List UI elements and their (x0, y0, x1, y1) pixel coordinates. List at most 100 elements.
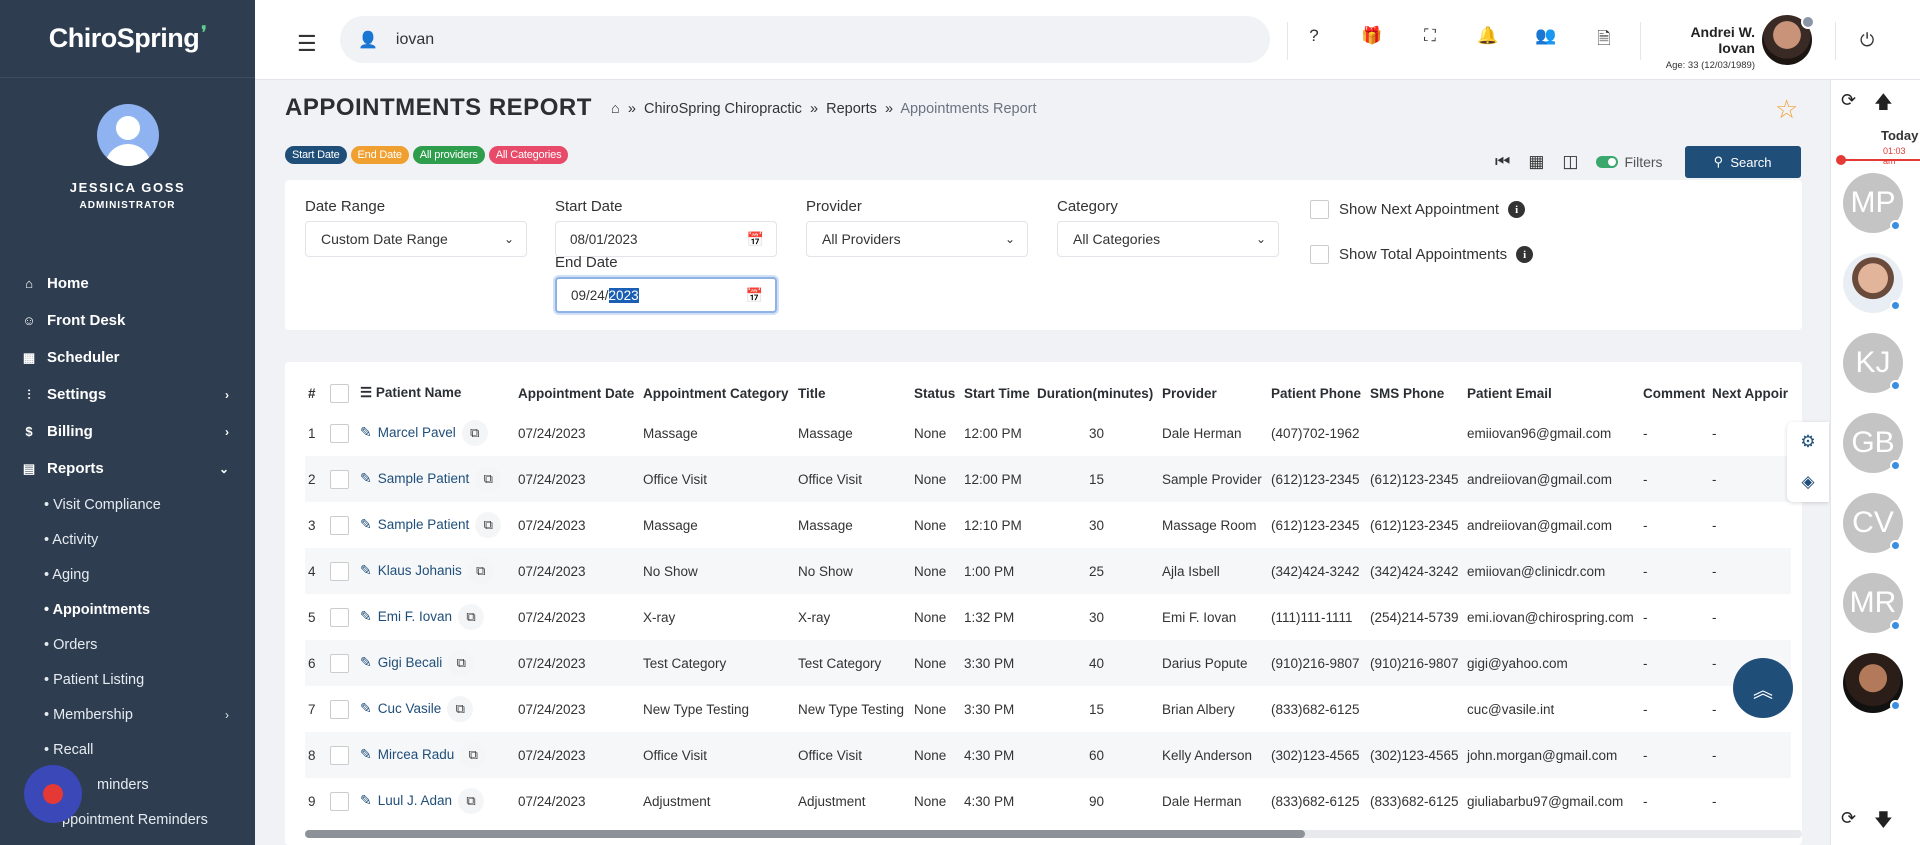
col-provider[interactable]: Provider (1162, 385, 1217, 401)
category-select[interactable]: All Categories ⌄ (1057, 221, 1279, 257)
edit-icon[interactable]: ✎ (360, 700, 372, 716)
arrow-down-icon[interactable]: 🡇 (1874, 810, 1893, 830)
end-date-input[interactable]: 09/24/2023 📅 (555, 277, 777, 313)
row-checkbox[interactable] (330, 699, 349, 719)
subnav-appointment-reminders[interactable]: ppointment Reminders (0, 802, 255, 837)
date-range-select[interactable]: Custom Date Range ⌄ (305, 221, 527, 257)
calendar-icon[interactable]: 📅 (745, 286, 763, 303)
edit-icon[interactable]: ✎ (360, 608, 372, 624)
bell-icon[interactable]: 🔔 (1477, 26, 1499, 45)
edit-icon[interactable]: ✎ (360, 746, 372, 762)
subnav-orders[interactable]: • Orders (0, 627, 255, 662)
first-page-icon[interactable]: ⏮ (1495, 152, 1511, 171)
edit-icon[interactable]: ✎ (360, 516, 372, 532)
rail-avatar[interactable]: MR (1843, 573, 1903, 633)
document-icon[interactable]: 🗎 (1597, 29, 1611, 48)
subnav-membership[interactable]: • Membership › (0, 697, 255, 732)
table-row[interactable]: 2 ✎ Sample Patient ⧉ 07/24/2023 Office Visit O… (305, 456, 1792, 502)
home-icon[interactable]: ⌂ (611, 101, 620, 117)
user-avatar-icon[interactable] (96, 104, 159, 166)
col-appointment-date[interactable]: Appointment Date (518, 385, 635, 401)
row-checkbox[interactable] (330, 469, 349, 489)
start-date-input[interactable]: 08/01/2023 📅 (555, 221, 777, 257)
subnav-patient-listing[interactable]: • Patient Listing (0, 662, 255, 697)
columns-icon[interactable]: ◫ (1562, 152, 1579, 171)
patient-photo-avatar[interactable] (1762, 15, 1815, 65)
nav-settings[interactable]: ⫶ Settings › (0, 376, 255, 413)
col-sms-phone[interactable]: SMS Phone (1370, 385, 1445, 401)
filters-toggle[interactable] (1596, 156, 1619, 168)
help-icon[interactable]: ? (1309, 26, 1319, 45)
col-title[interactable]: Title (798, 385, 826, 401)
table-row[interactable]: 5 ✎ Emi F. Iovan ⧉ 07/24/2023 X-ray X-ray None 1… (305, 594, 1791, 640)
col-next-appointment[interactable]: Next Appoir (1712, 385, 1789, 401)
patient-name-link[interactable]: Luul J. Adan (377, 793, 453, 808)
refresh-icon[interactable]: ⟳ (1841, 90, 1857, 110)
edit-icon[interactable]: ✎ (360, 470, 372, 486)
external-link-icon[interactable]: ⧉ (467, 558, 494, 584)
subnav-reminders[interactable]: minders (0, 767, 255, 802)
col-patient-email[interactable]: Patient Email (1467, 385, 1552, 401)
subnav-recall[interactable]: • Recall (0, 732, 255, 767)
search-button[interactable]: ⚲ Search (1684, 146, 1801, 178)
row-checkbox[interactable] (330, 515, 349, 535)
users-icon[interactable]: 👥 (1535, 26, 1557, 45)
row-checkbox[interactable] (330, 607, 349, 627)
nav-scheduler[interactable]: ▦ Scheduler (0, 339, 255, 376)
rail-avatar-photo[interactable] (1843, 653, 1903, 713)
edit-icon[interactable]: ✎ (360, 792, 372, 808)
info-icon[interactable]: i (1516, 246, 1534, 263)
col-start-time[interactable]: Start Time (964, 385, 1030, 401)
external-link-icon[interactable]: ⧉ (458, 604, 485, 630)
select-all-checkbox[interactable] (330, 383, 349, 403)
row-checkbox[interactable] (330, 791, 349, 811)
rail-avatar[interactable]: GB (1843, 413, 1903, 473)
fullscreen-icon[interactable]: ⛶ (1424, 26, 1436, 45)
external-link-icon[interactable]: ⧉ (461, 420, 488, 446)
rail-avatar[interactable]: KJ (1843, 333, 1903, 393)
subnav-activity[interactable]: • Activity (0, 522, 255, 557)
row-checkbox[interactable] (330, 561, 349, 581)
edit-icon[interactable]: ✎ (360, 654, 372, 670)
nav-front-desk[interactable]: ☺ Front Desk (0, 302, 255, 339)
patient-name-link[interactable]: Sample Patient (377, 471, 470, 486)
subnav-visit-compliance[interactable]: • Visit Compliance (0, 487, 255, 522)
favorite-star-icon[interactable]: ☆ (1775, 94, 1799, 124)
patient-name-link[interactable]: Gigi Becali (377, 655, 443, 670)
patient-name-link[interactable]: Emi F. Iovan (377, 609, 453, 624)
table-row[interactable]: 3 ✎ Sample Patient ⧉ 07/24/2023 Massage Massag… (305, 502, 1791, 548)
external-link-icon[interactable]: ⧉ (460, 742, 487, 768)
external-link-icon[interactable]: ⧉ (458, 788, 485, 814)
calendar-icon[interactable]: 📅 (746, 230, 764, 247)
provider-select[interactable]: All Providers ⌄ (806, 221, 1028, 257)
checkbox[interactable] (1310, 200, 1329, 219)
col-patient-name[interactable]: ☰ Patient Name (357, 376, 515, 410)
settings-gears-icon[interactable]: ⚙ (1800, 432, 1816, 451)
col-status[interactable]: Status (914, 385, 956, 401)
col-appointment-category[interactable]: Appointment Category (643, 385, 789, 401)
patient-name-link[interactable]: Sample Patient (377, 517, 470, 532)
patient-name-link[interactable]: Cuc Vasile (377, 701, 442, 716)
arrow-up-icon[interactable]: 🡅 (1874, 92, 1893, 112)
subnav-aging[interactable]: • Aging (0, 557, 255, 592)
table-row[interactable]: 1 ✎ Marcel Pavel ⧉ 07/24/2023 Massage Massage N… (305, 410, 1791, 456)
row-checkbox[interactable] (330, 423, 349, 443)
current-patient[interactable]: Andrei W. Iovan Age: 33 (12/03/1989) (1655, 24, 1755, 71)
external-link-icon[interactable]: ⧉ (475, 466, 502, 492)
edit-icon[interactable]: ✎ (360, 424, 372, 440)
show-next-appointment-checkbox[interactable]: Show Next Appointment i (1310, 200, 1526, 219)
nav-billing[interactable]: $ Billing › (0, 413, 255, 450)
rail-avatar[interactable]: MP (1843, 173, 1903, 233)
breadcrumb-clinic[interactable]: ChiroSpring Chiropractic (643, 101, 802, 117)
refresh-icon[interactable]: ⟳ (1841, 808, 1857, 828)
chat-launcher-button[interactable] (24, 765, 82, 823)
external-link-icon[interactable]: ⧉ (475, 512, 502, 538)
breadcrumb-reports[interactable]: Reports (826, 101, 877, 117)
patient-name-link[interactable]: Marcel Pavel (377, 425, 456, 440)
edit-icon[interactable]: ✎ (360, 562, 372, 578)
table-row[interactable]: 9 ✎ Luul J. Adan ⧉ 07/24/2023 Adjustment Adjus… (305, 778, 1791, 824)
table-view-icon[interactable]: ▦ (1528, 152, 1545, 171)
brand-logo[interactable]: ChiroSpring ❜ (0, 0, 255, 78)
horizontal-scrollbar[interactable] (305, 830, 1802, 838)
nav-reports[interactable]: ▤ Reports ⌄ (0, 450, 255, 487)
